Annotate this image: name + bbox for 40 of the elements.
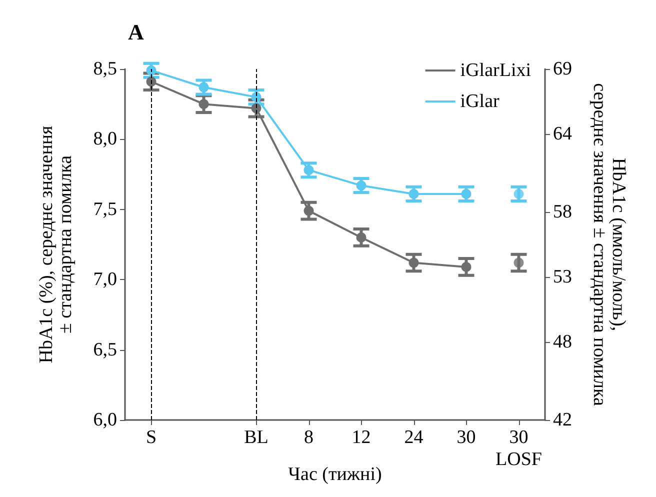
y-tick-label: 8,0 bbox=[93, 128, 117, 150]
point bbox=[461, 188, 472, 199]
y2-tick-label: 58 bbox=[553, 202, 572, 222]
y2-tick-label: 64 bbox=[553, 124, 572, 144]
legend-label: iGlarLixi bbox=[460, 60, 531, 81]
point bbox=[408, 258, 419, 268]
chart-title: A bbox=[128, 20, 144, 44]
point bbox=[356, 180, 366, 191]
y-tick-label: 7,0 bbox=[93, 269, 117, 290]
y-tick-label: 6,0 bbox=[93, 410, 117, 430]
point bbox=[198, 99, 209, 110]
point bbox=[461, 262, 472, 272]
x-axis-title: Час (тижні) bbox=[288, 464, 382, 485]
point bbox=[198, 82, 209, 92]
x-tick-label: 30 bbox=[509, 427, 528, 448]
y-tick-label: 6,5 bbox=[93, 339, 117, 360]
x-tick-label: BL bbox=[244, 427, 268, 448]
point bbox=[408, 188, 419, 199]
legend-label: iGlar bbox=[460, 91, 500, 112]
y-tick-label: 7,5 bbox=[93, 198, 117, 220]
y2-tick-label: 69 bbox=[553, 58, 572, 80]
point bbox=[514, 258, 524, 268]
x-tick-label: S bbox=[146, 427, 157, 448]
y2-tick-label: 42 bbox=[553, 410, 572, 430]
x-tick-label: 8 bbox=[304, 427, 314, 448]
x-tick-label: 30 bbox=[456, 427, 476, 448]
point bbox=[146, 65, 156, 76]
point bbox=[146, 76, 156, 87]
point bbox=[304, 165, 314, 176]
x-tick-label: 12 bbox=[352, 427, 371, 448]
y-axis-title: HbA1c (%), середнє значення ± стандартна помилка bbox=[36, 125, 76, 364]
y2-axis-title: HbA1c (ммоль/моль), середнє значення ± стандартна помилка bbox=[589, 83, 629, 406]
text: LOSF bbox=[496, 449, 542, 470]
y2-tick-label: 48 bbox=[553, 332, 572, 352]
point bbox=[356, 232, 366, 242]
x-tick-label: 24 bbox=[404, 427, 424, 448]
point bbox=[514, 188, 524, 199]
y2-tick-label: 53 bbox=[553, 266, 572, 288]
y-tick-label: 8,5 bbox=[93, 58, 117, 80]
point bbox=[304, 206, 314, 216]
